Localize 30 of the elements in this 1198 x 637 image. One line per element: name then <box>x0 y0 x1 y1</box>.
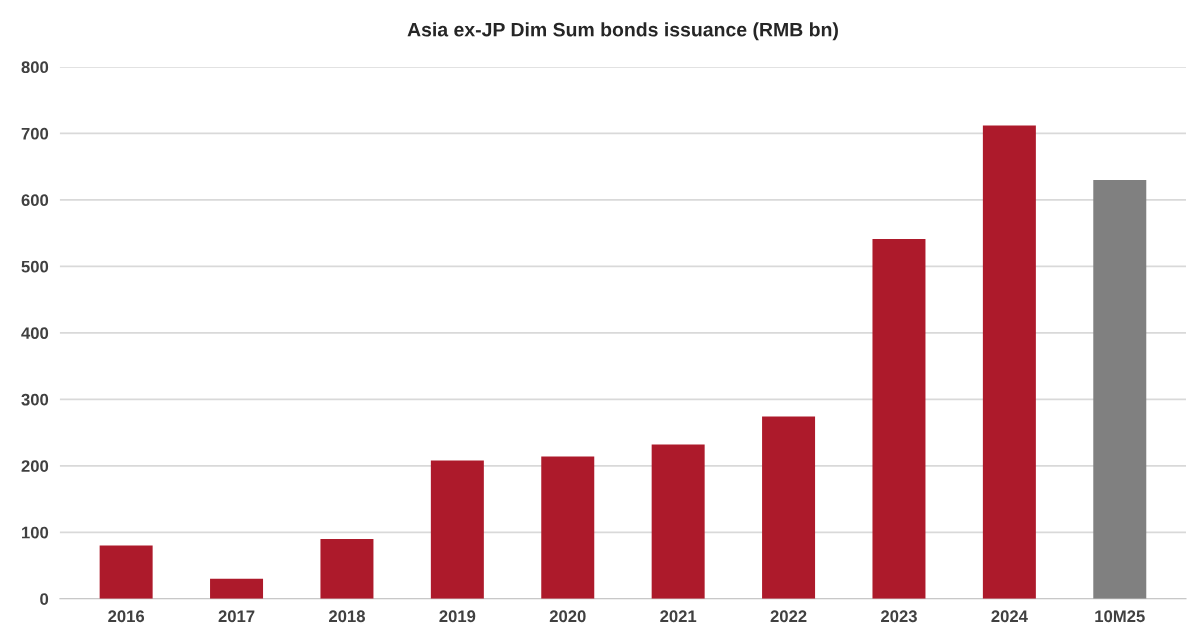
x-tick-label: 2017 <box>218 610 255 623</box>
y-tick-label: 400 <box>21 327 49 340</box>
x-tick-label: 2018 <box>328 610 365 623</box>
bar <box>1093 179 1147 599</box>
y-tick-label: 200 <box>21 460 49 473</box>
x-tick-label: 2022 <box>770 610 807 623</box>
x-tick-label: 2016 <box>108 610 145 623</box>
x-tick-label: 10M25 <box>1095 610 1145 623</box>
chart-title: Asia ex-JP Dim Sum bonds issuance (RMB bn) <box>407 22 838 41</box>
bar <box>320 538 374 599</box>
bar <box>982 125 1036 599</box>
y-tick-label: 700 <box>21 127 49 140</box>
y-tick-label: 800 <box>21 61 49 74</box>
y-tick-label: 300 <box>21 393 49 406</box>
x-tick-label: 2021 <box>660 610 697 623</box>
y-tick-label: 0 <box>40 593 49 605</box>
y-tick-label: 100 <box>22 526 49 539</box>
x-tick-label: 2024 <box>991 610 1028 623</box>
bar <box>210 578 264 599</box>
bar <box>430 460 484 599</box>
x-tick-label: 2019 <box>439 610 476 623</box>
x-tick-label: 2020 <box>549 610 586 623</box>
bar <box>872 239 926 599</box>
y-tick-label: 500 <box>21 260 49 273</box>
bar <box>99 545 153 599</box>
bar <box>762 416 816 599</box>
x-tick-label: 2023 <box>881 610 917 623</box>
bar <box>541 456 595 599</box>
bar <box>651 444 705 599</box>
y-tick-label: 600 <box>21 194 49 207</box>
